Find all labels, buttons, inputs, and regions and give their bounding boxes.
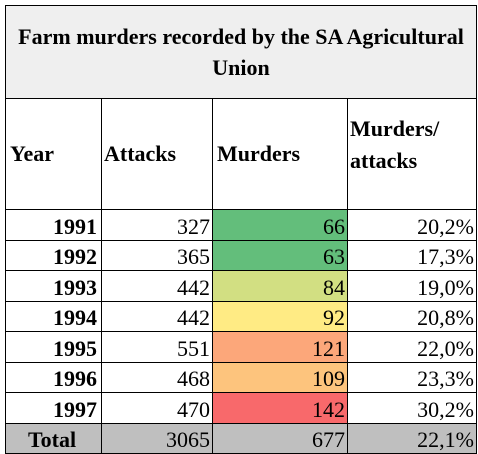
header-murders-attacks: Murders/ attacks (347, 98, 477, 210)
cell-murders: 92 (212, 300, 348, 332)
cell-year: 1991 (5, 209, 102, 241)
table-row: 1996 468 109 23,3% (5, 361, 477, 393)
cell-attacks: 551 (101, 331, 213, 363)
cell-murders: 142 (212, 392, 348, 424)
table-row: 1995 551 121 22,0% (5, 331, 477, 363)
cell-attacks: 468 (101, 361, 213, 393)
cell-attacks: 470 (101, 392, 213, 424)
cell-ratio: 22,0% (347, 331, 477, 363)
spreadsheet: Farm murders recorded by the SA Agricult… (5, 5, 477, 454)
table-row: 1994 442 92 20,8% (5, 300, 477, 332)
total-label: Total (5, 422, 102, 454)
total-murders: 677 (212, 422, 348, 454)
table-row: 1997 470 142 30,2% (5, 392, 477, 424)
cell-murders: 121 (212, 331, 348, 363)
cell-ratio: 17,3% (347, 239, 477, 271)
farm-murders-table: Farm murders recorded by the SA Agricult… (5, 5, 477, 454)
cell-attacks: 327 (101, 209, 213, 241)
cell-ratio: 20,2% (347, 209, 477, 241)
cell-year: 1996 (5, 361, 102, 393)
cell-year: 1997 (5, 392, 102, 424)
table-row: 1991 327 66 20,2% (5, 209, 477, 241)
cell-year: 1994 (5, 300, 102, 332)
cell-ratio: 20,8% (347, 300, 477, 332)
cell-murders: 66 (212, 209, 348, 241)
table-row: 1992 365 63 17,3% (5, 239, 477, 271)
header-year: Year (5, 98, 102, 210)
cell-attacks: 442 (101, 300, 213, 332)
total-row: Total 3065 677 22,1% (5, 422, 477, 454)
header-murders: Murders (212, 98, 348, 210)
header-attacks: Attacks (101, 98, 213, 210)
cell-year: 1993 (5, 270, 102, 302)
cell-murders: 63 (212, 239, 348, 271)
cell-ratio: 30,2% (347, 392, 477, 424)
cell-attacks: 365 (101, 239, 213, 271)
cell-attacks: 442 (101, 270, 213, 302)
cell-year: 1995 (5, 331, 102, 363)
total-ratio: 22,1% (347, 422, 477, 454)
cell-ratio: 23,3% (347, 361, 477, 393)
cell-year: 1992 (5, 239, 102, 271)
cell-ratio: 19,0% (347, 270, 477, 302)
total-attacks: 3065 (101, 422, 213, 454)
table-row: 1993 442 84 19,0% (5, 270, 477, 302)
cell-murders: 109 (212, 361, 348, 393)
cell-murders: 84 (212, 270, 348, 302)
table-title: Farm murders recorded by the SA Agricult… (5, 5, 477, 99)
